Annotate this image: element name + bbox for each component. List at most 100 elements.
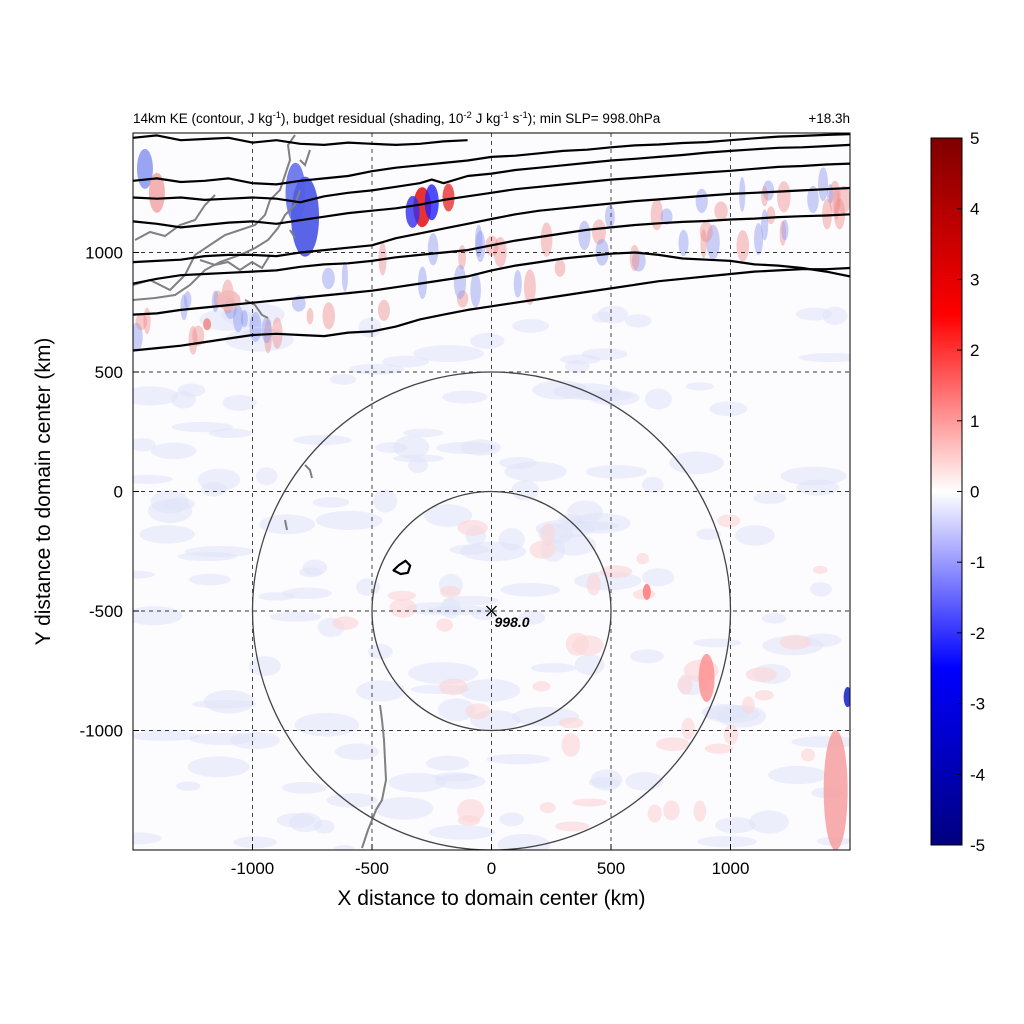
shading-blob: [171, 390, 197, 409]
jet-stripe: [736, 230, 749, 262]
shading-blob: [176, 781, 201, 791]
shading-blob: [437, 698, 476, 722]
shading-blob: [530, 663, 577, 673]
shading-blob: [439, 585, 461, 598]
shading-blob: [748, 810, 789, 834]
ke-contour: [133, 143, 850, 204]
shading-blob: [436, 441, 497, 455]
shading-blob: [442, 390, 488, 404]
jet-stripe: [192, 325, 205, 346]
shading-blob: [382, 355, 430, 368]
shading-blob: [133, 606, 183, 626]
shading-feature: [203, 318, 212, 331]
jet-stripe: [341, 262, 348, 292]
range-circles: [251, 371, 732, 850]
ke-contours: [133, 133, 850, 576]
jet-stripe: [377, 299, 390, 321]
shading-blob: [388, 772, 447, 793]
jet-stripe: [540, 222, 553, 257]
shading-blob: [504, 461, 567, 482]
shading-blob: [230, 731, 280, 750]
shading-blob: [326, 793, 378, 808]
shading-blob: [539, 802, 556, 814]
shading-blob: [499, 812, 524, 827]
jet-stripe: [822, 199, 832, 230]
coastline-segment: [289, 229, 296, 239]
ke-contour: [133, 133, 850, 186]
shading-feature: [642, 583, 651, 600]
jet-stripe: [592, 219, 606, 245]
jet-stripe: [605, 205, 615, 229]
storm-center: 998.0: [486, 605, 530, 630]
x-axis-ticks: -1000 -500 0 500 1000: [231, 844, 749, 878]
shading-blob: [641, 476, 664, 493]
shading-blob: [133, 386, 179, 406]
jet-stripe: [631, 250, 646, 272]
shading-blob: [459, 679, 521, 702]
colorbar-tick-label: -3: [970, 695, 985, 714]
shading-feature: [148, 172, 165, 213]
shading-blob: [803, 633, 842, 647]
coastline-segment: [199, 254, 271, 272]
jet-stripe: [249, 312, 262, 342]
shading-blob: [150, 490, 189, 514]
shading-blob: [588, 777, 621, 788]
jet-stripe: [322, 302, 336, 330]
shading-blob: [255, 467, 278, 486]
shading-blob: [457, 519, 489, 536]
jet-stripe: [188, 325, 198, 355]
jet-stripe: [306, 308, 314, 325]
shading-blob: [518, 610, 546, 625]
y-tick-label: 0: [114, 483, 123, 502]
colorbar-tick-label: 4: [970, 200, 979, 219]
jet-stripe: [761, 186, 769, 207]
shading-blob: [199, 308, 259, 331]
shading-blob: [133, 832, 162, 845]
shading-feature: [405, 195, 420, 228]
jet-stripe: [700, 229, 707, 259]
ke-contour: [133, 251, 850, 316]
shading-blob: [798, 353, 850, 363]
shading-blob: [259, 514, 316, 535]
shading-blob: [428, 824, 495, 840]
shading-blob: [715, 817, 756, 834]
shading-blob: [663, 800, 680, 821]
shading-blob: [358, 317, 382, 338]
shading-blob: [171, 421, 234, 433]
shading-feature: [823, 730, 848, 850]
jet-stripe: [135, 313, 148, 331]
forecast-time-label: +18.3h: [808, 111, 850, 126]
coastline-segment: [284, 519, 288, 531]
shading-blob: [565, 632, 590, 656]
jet-stripe: [833, 186, 840, 220]
shading-blob: [439, 678, 468, 696]
ke-contour: [133, 134, 468, 146]
shading-blob: [222, 394, 257, 411]
jet-stripe: [180, 293, 188, 321]
colorbar-tick-label: -5: [970, 836, 985, 855]
shading-blob: [282, 587, 332, 599]
coastline-segment: [361, 704, 388, 849]
shading-blob: [403, 428, 444, 438]
x-tick-label: -500: [355, 859, 389, 878]
shading-blob: [780, 466, 847, 486]
shading-blob: [554, 821, 589, 832]
shading-blob: [697, 835, 757, 848]
shading-blob: [552, 533, 597, 556]
y-tick-label: 1000: [85, 244, 123, 263]
shading-blob: [717, 514, 741, 528]
shading-blob: [585, 465, 647, 479]
shading-blob: [486, 753, 551, 765]
shading-blob: [133, 730, 200, 741]
shading-blob: [150, 442, 197, 460]
shading-blob: [133, 474, 173, 484]
jet-stripe: [523, 269, 536, 305]
shading-blob: [625, 772, 664, 791]
jet-stripe: [818, 167, 829, 202]
shading-blob: [434, 772, 478, 782]
shading-blob: [425, 755, 470, 771]
shading-blob: [449, 544, 490, 555]
shading-feature: [216, 290, 241, 311]
shading-blob: [574, 654, 605, 675]
jet-stripe: [241, 310, 248, 328]
